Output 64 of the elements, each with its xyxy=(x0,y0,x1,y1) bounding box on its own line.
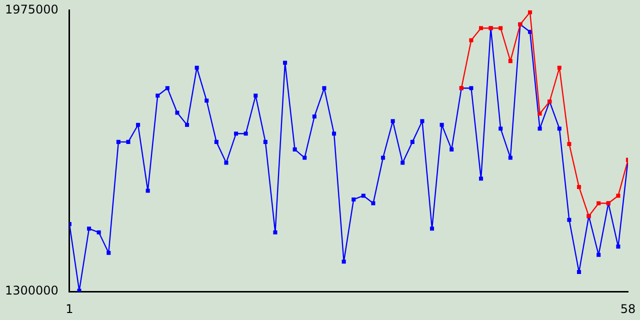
point xyxy=(440,122,444,127)
point xyxy=(96,230,101,234)
point xyxy=(538,126,542,131)
x-tick-label: 1 xyxy=(66,302,74,316)
point xyxy=(165,86,170,90)
point xyxy=(146,188,150,193)
point xyxy=(77,288,82,292)
point xyxy=(106,250,111,255)
point xyxy=(136,122,140,127)
point xyxy=(567,218,572,222)
point xyxy=(312,114,316,119)
point xyxy=(390,119,395,124)
point xyxy=(342,260,346,264)
point xyxy=(469,38,474,42)
point xyxy=(498,26,503,30)
point xyxy=(567,142,572,146)
point xyxy=(576,270,582,274)
point xyxy=(596,201,601,206)
point xyxy=(498,126,503,131)
point xyxy=(538,112,542,116)
point xyxy=(204,98,209,103)
point xyxy=(478,26,484,30)
x-tick-label: 58 xyxy=(620,302,636,316)
point xyxy=(224,160,228,165)
point xyxy=(508,156,512,160)
point xyxy=(332,132,336,136)
point xyxy=(361,194,366,198)
point xyxy=(244,132,248,136)
point xyxy=(116,140,120,144)
point xyxy=(302,156,307,160)
point xyxy=(194,66,199,70)
point xyxy=(616,194,620,198)
point xyxy=(430,226,434,231)
point xyxy=(234,132,238,136)
point xyxy=(528,10,532,14)
point xyxy=(322,86,326,90)
point xyxy=(420,119,424,124)
point xyxy=(596,252,601,257)
point xyxy=(254,94,258,98)
point xyxy=(214,140,218,144)
point xyxy=(557,126,562,131)
point xyxy=(450,147,454,152)
point xyxy=(87,226,92,231)
y-tick-label: 1975000 xyxy=(4,2,58,16)
point xyxy=(156,94,160,98)
point xyxy=(508,59,512,64)
point xyxy=(469,86,474,90)
point xyxy=(410,140,414,144)
point xyxy=(185,122,190,127)
point xyxy=(126,140,130,144)
point xyxy=(557,66,562,70)
point xyxy=(263,140,268,144)
point xyxy=(371,201,376,206)
point xyxy=(283,60,288,65)
point xyxy=(616,244,620,249)
point xyxy=(576,184,582,189)
point xyxy=(292,147,297,152)
point xyxy=(273,230,278,234)
point xyxy=(400,160,405,165)
point xyxy=(352,197,356,202)
point xyxy=(175,110,180,115)
point xyxy=(478,176,484,181)
y-tick-label: 1300000 xyxy=(4,284,58,298)
point xyxy=(381,156,386,160)
